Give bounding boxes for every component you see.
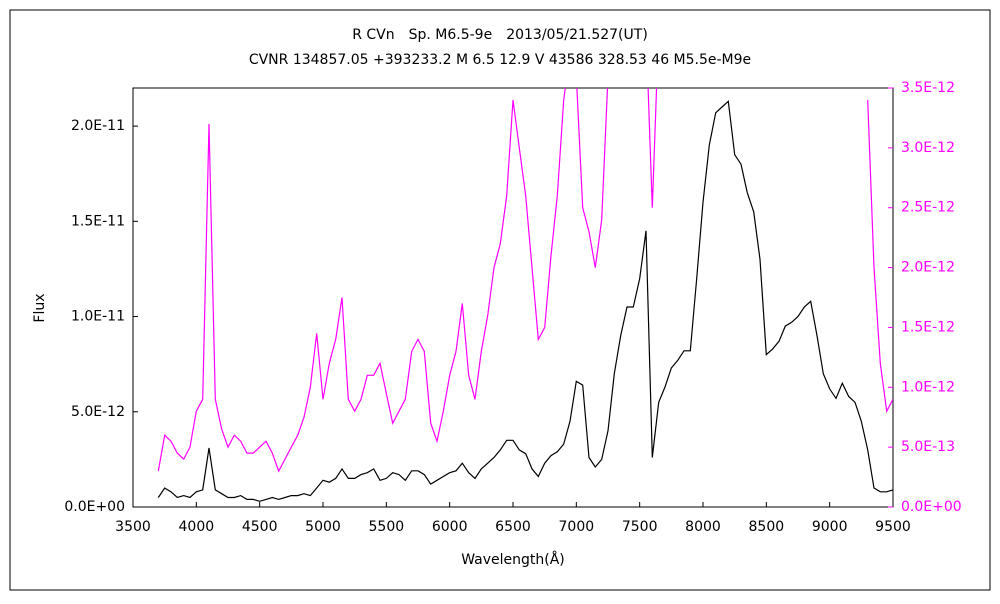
x-axis-label: Wavelength(Å): [461, 551, 565, 568]
y-tick-label: 0.0E+00: [64, 499, 125, 515]
y2-tick-label: 2.5E-12: [901, 200, 955, 216]
spectrum-line: [157, 88, 893, 473]
x-tick-label: 4000: [179, 519, 215, 535]
y2-tick-label: 2.0E-12: [901, 260, 955, 276]
y2-tick-label: 0.0E+00: [901, 499, 962, 515]
x-tick-label: 4500: [242, 519, 278, 535]
y-tick-label: 1.0E-11: [71, 309, 125, 325]
x-tick-label: 8500: [749, 519, 785, 535]
y-tick-label: 1.5E-11: [71, 213, 125, 229]
y2-tick-label: 1.5E-12: [901, 319, 955, 335]
frame: [9, 9, 991, 591]
x-tick-label: 3500: [115, 519, 151, 535]
x-tick-label: 8000: [685, 519, 721, 535]
x-tick-label: 7500: [622, 519, 658, 535]
y2-tick-label: 5.0E-13: [901, 439, 955, 455]
x-tick-label: 6500: [495, 519, 531, 535]
x-tick-label: 9000: [812, 519, 848, 535]
y-tick-label: 2.0E-11: [71, 118, 125, 134]
x-tick-label: 6000: [432, 519, 468, 535]
x-tick-label: 7000: [559, 519, 595, 535]
chart-subtitle: CVNR 134857.05 +393233.2 M 6.5 12.9 V 43…: [249, 52, 751, 68]
y-axis-label: Flux: [32, 293, 48, 322]
chart-title: R CVn Sp. M6.5-9e 2013/05/21.527(UT): [352, 27, 648, 43]
spectrum-line: [157, 100, 893, 502]
x-tick-label: 5500: [369, 519, 405, 535]
y2-tick-label: 1.0E-12: [901, 379, 955, 395]
x-tick-label: 9500: [875, 519, 911, 535]
y2-tick-label: 3.0E-12: [901, 140, 955, 156]
x-tick-label: 5000: [305, 519, 341, 535]
y2-tick-label: 3.5E-12: [901, 80, 955, 96]
y-tick-label: 5.0E-12: [71, 404, 125, 420]
